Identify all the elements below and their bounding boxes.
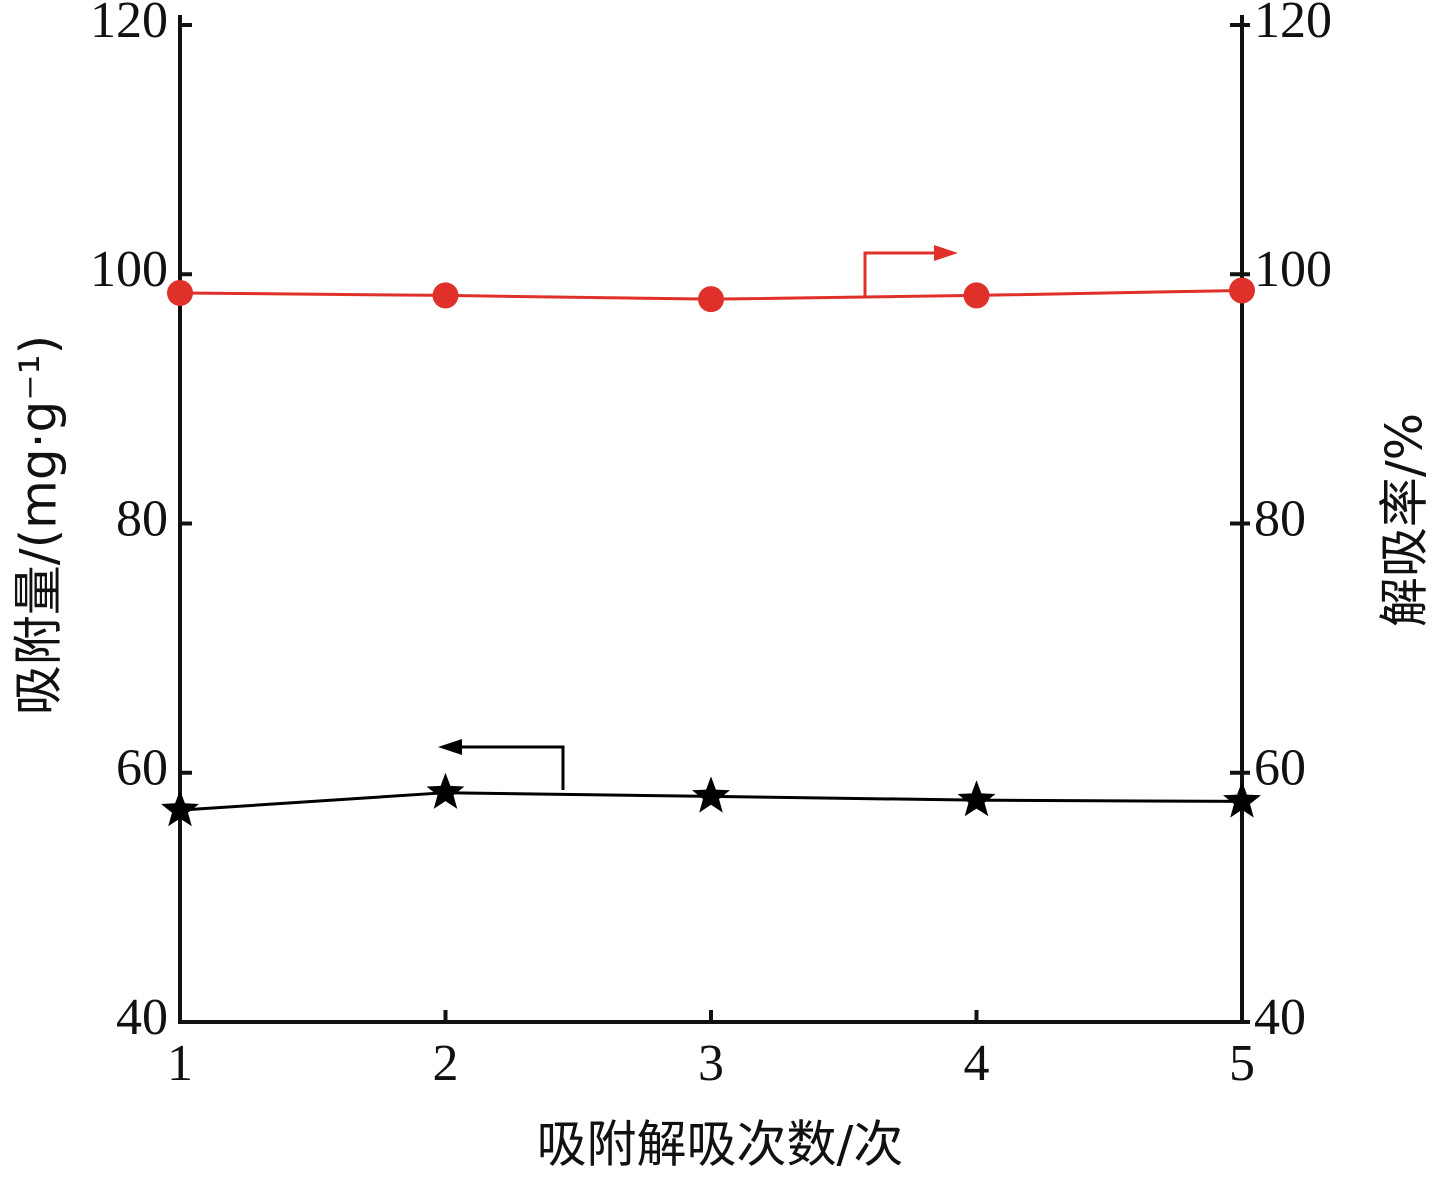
y2-axis-label: 解吸率/% bbox=[1376, 413, 1434, 627]
arrow bbox=[456, 745, 565, 790]
x-tick-label: 3 bbox=[698, 1035, 724, 1092]
arrow bbox=[863, 251, 940, 297]
point-marker bbox=[963, 282, 990, 309]
x-tick-label: 2 bbox=[433, 1035, 459, 1092]
y-tick-label: 80 bbox=[116, 490, 168, 547]
y2-tick-label: 120 bbox=[1254, 0, 1332, 49]
y-tick-label: 100 bbox=[90, 241, 168, 298]
point-marker bbox=[161, 790, 199, 827]
annotation-arrows bbox=[438, 245, 958, 790]
y-tick-label: 60 bbox=[116, 740, 168, 797]
point-marker bbox=[432, 282, 459, 309]
y2-tick-label: 100 bbox=[1254, 241, 1332, 298]
x-tick-label: 1 bbox=[167, 1035, 193, 1092]
x-tick-label: 5 bbox=[1229, 1035, 1255, 1092]
point-marker bbox=[1223, 781, 1261, 818]
y2-tick-label: 60 bbox=[1254, 740, 1306, 797]
point-marker bbox=[1229, 277, 1255, 304]
point-marker bbox=[426, 772, 465, 809]
y-tick-label: 40 bbox=[116, 989, 168, 1046]
arrow-head bbox=[438, 739, 462, 755]
y-axis-label: 吸附量/(mg·g⁻¹) bbox=[10, 335, 68, 715]
y-tick-label: 120 bbox=[90, 0, 168, 49]
point-marker bbox=[167, 279, 193, 306]
y2-tick-label: 40 bbox=[1254, 989, 1306, 1046]
y2-tick-label: 80 bbox=[1254, 490, 1306, 547]
point-marker bbox=[692, 776, 730, 813]
x-axis-label: 吸附解吸次数/次 bbox=[537, 1116, 904, 1174]
point-marker bbox=[698, 286, 724, 313]
arrow-head bbox=[934, 245, 958, 261]
x-tick-label: 4 bbox=[964, 1035, 990, 1092]
point-marker bbox=[957, 780, 996, 817]
